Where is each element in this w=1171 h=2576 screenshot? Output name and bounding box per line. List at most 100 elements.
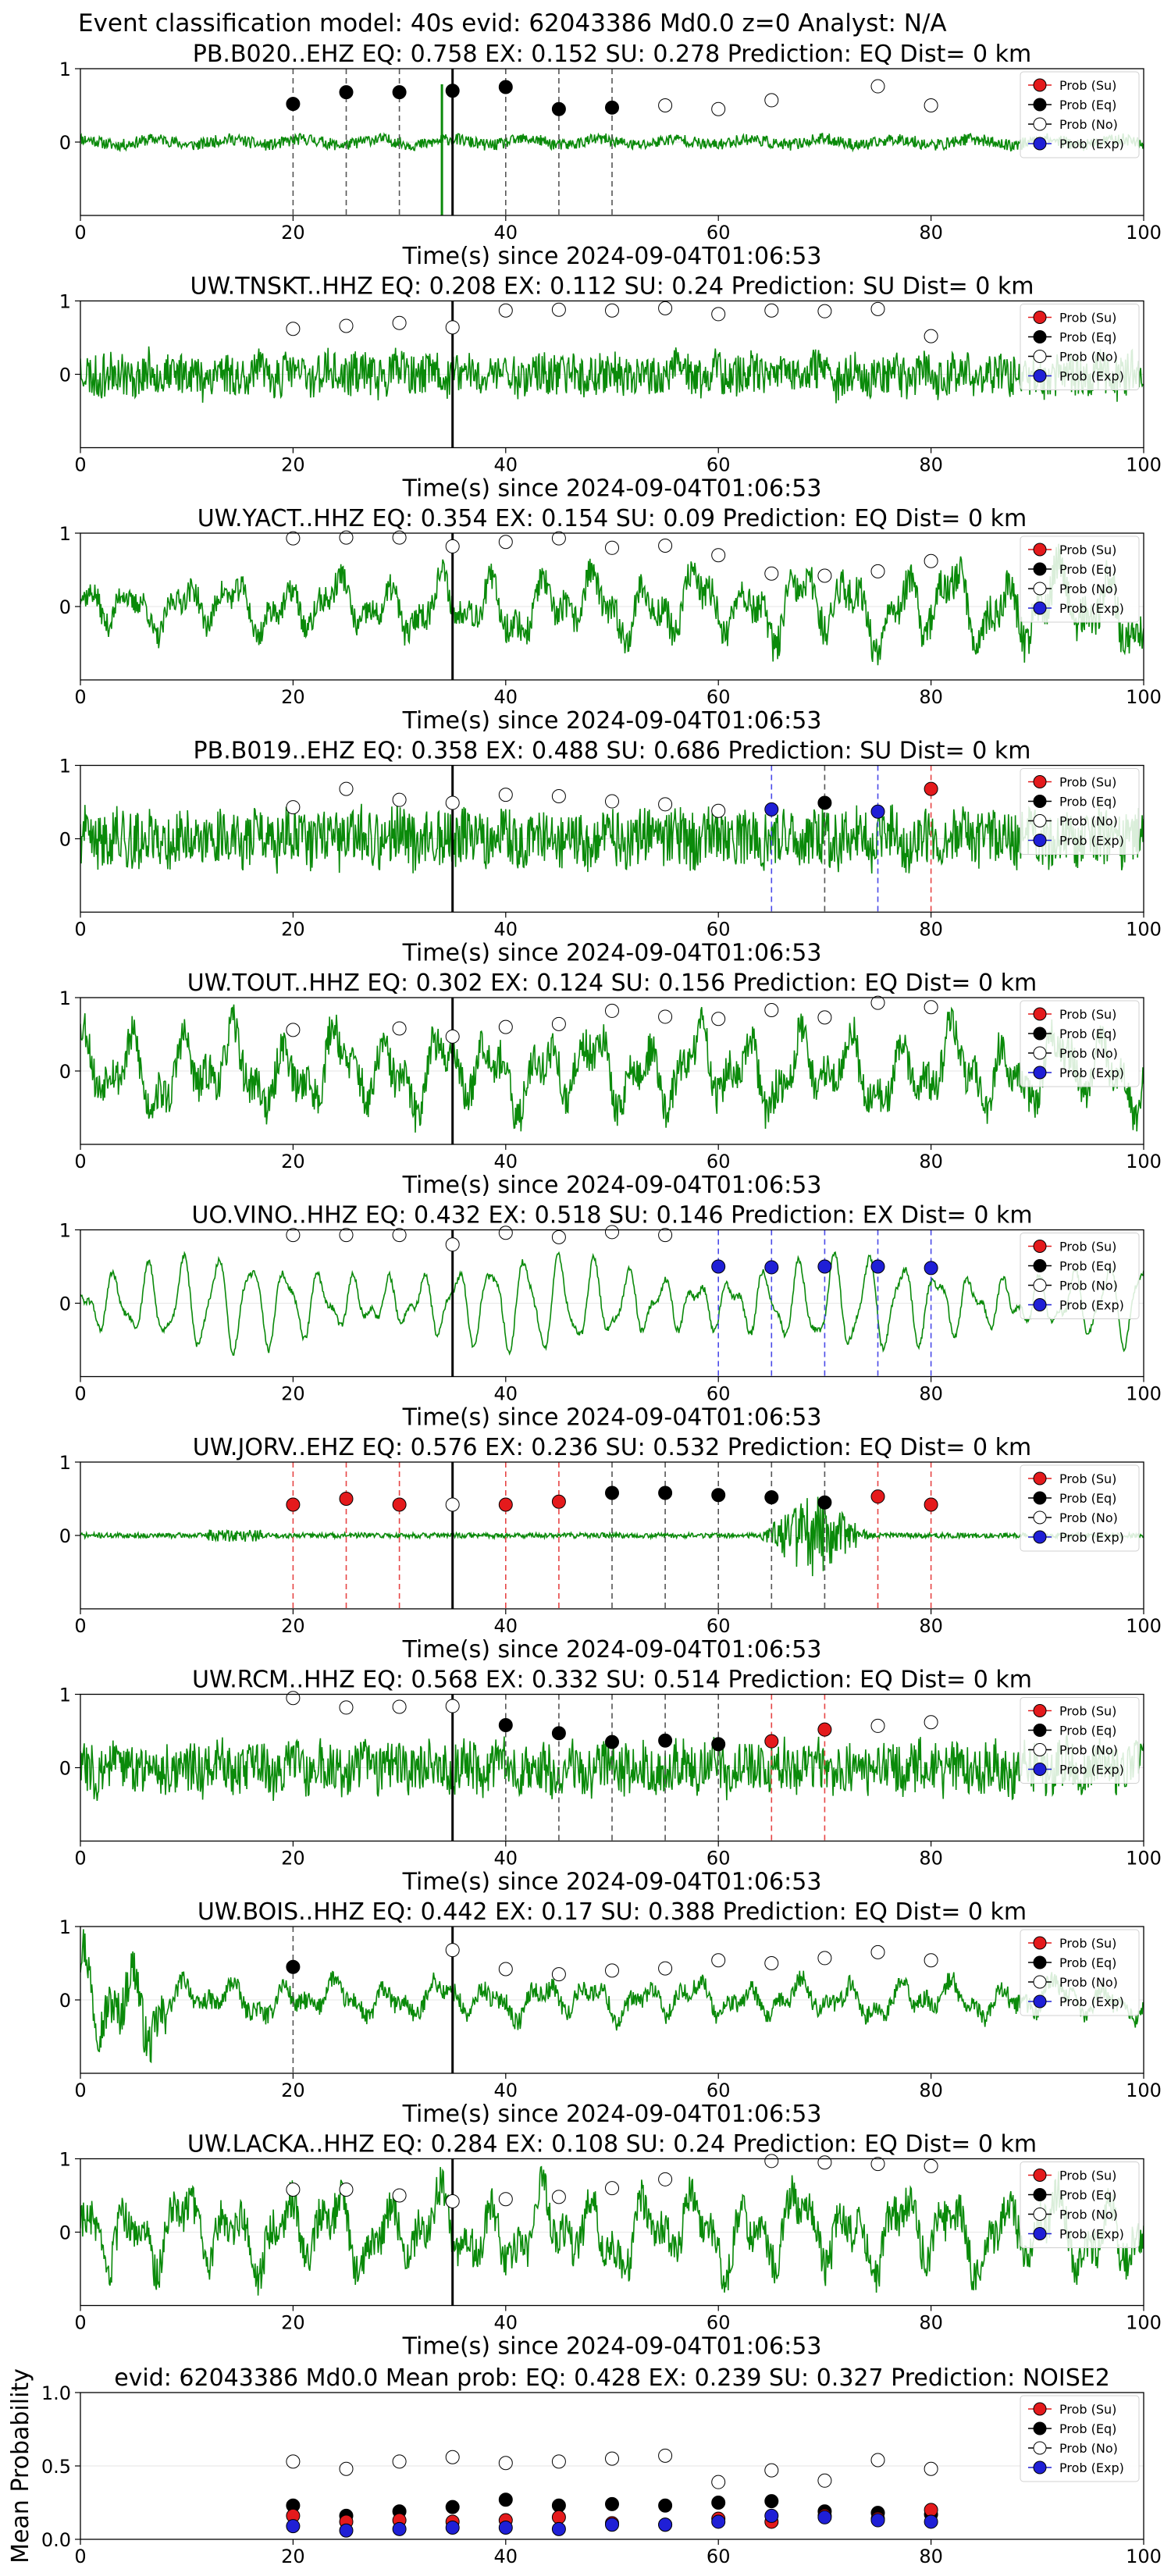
probability-point: [339, 530, 354, 545]
panel-title: UW.TNSKT..HHZ EQ: 0.208 EX: 0.112 SU: 0.…: [190, 273, 1034, 301]
panel-title: UW.JORV..EHZ EQ: 0.576 EX: 0.236 SU: 0.5…: [193, 1434, 1031, 1461]
probability-point: [339, 1492, 354, 1506]
mean-probability-point: [711, 2496, 726, 2510]
probability-point: [445, 1029, 460, 1044]
legend-label: Prob (Su): [1059, 2402, 1116, 2417]
probability-point: [551, 101, 566, 116]
probability-point: [870, 79, 885, 94]
legend-label: Prob (Eq): [1059, 2188, 1116, 2203]
probability-point: [445, 1699, 460, 1713]
probability-point: [286, 800, 301, 815]
probability-point: [605, 1003, 619, 1018]
x-tick-label: 0: [74, 222, 86, 244]
probability-point: [445, 795, 460, 810]
x-tick-label: 40: [494, 222, 518, 244]
legend-marker: [1033, 2441, 1047, 2455]
probability-point: [817, 568, 832, 583]
x-axis-label: Time(s) since 2024-09-04T01:06:53: [402, 243, 822, 270]
probability-point: [817, 1010, 832, 1025]
mean-probability-point: [445, 2500, 460, 2514]
x-tick-label: 40: [494, 1848, 518, 1870]
y-tick-label: 0.0: [41, 2529, 71, 2551]
y-tick-label: 0: [59, 1990, 71, 2012]
probability-point: [711, 1488, 726, 1503]
probability-point: [551, 531, 566, 546]
probability-point: [498, 1019, 513, 1034]
probability-point: [870, 995, 885, 1010]
x-tick-label: 100: [1126, 2546, 1162, 2567]
x-tick-label: 60: [707, 2546, 731, 2567]
waveform-panel: UW.RCM..HHZ EQ: 0.568 EX: 0.332 SU: 0.51…: [59, 1667, 1162, 1896]
x-tick-label: 60: [707, 1151, 731, 1172]
legend-label: Prob (Eq): [1059, 330, 1116, 345]
mean-probability-point: [551, 2498, 566, 2513]
x-tick-label: 100: [1126, 222, 1162, 244]
mean-probability-point: [658, 2498, 673, 2513]
legend-marker: [1033, 601, 1047, 615]
legend-box: [1020, 2395, 1140, 2482]
x-tick-label: 0: [74, 919, 86, 941]
x-tick-label: 60: [707, 1615, 731, 1637]
x-tick-label: 40: [494, 919, 518, 941]
probability-point: [870, 1489, 885, 1504]
legend-marker: [1033, 1994, 1047, 2008]
y-tick-label: 1: [59, 1685, 71, 1706]
legend-label: Prob (No): [1059, 1743, 1118, 1758]
x-tick-label: 80: [919, 1383, 943, 1405]
legend-label: Prob (Eq): [1059, 98, 1116, 112]
probability-point: [924, 553, 938, 568]
probability-point: [551, 1726, 566, 1741]
mean-probability-point: [286, 2519, 301, 2534]
mean-probability-point: [551, 2521, 566, 2536]
legend-marker: [1033, 775, 1047, 788]
legend-marker: [1033, 2460, 1047, 2475]
mean-probability-point: [711, 2475, 726, 2489]
x-tick-label: 20: [281, 919, 305, 941]
probability-point: [392, 792, 407, 807]
probability-point: [392, 1699, 407, 1714]
x-tick-label: 20: [281, 1615, 305, 1637]
x-tick-label: 20: [281, 2312, 305, 2334]
mean-probability-panel: evid: 62043386 Md0.0 Mean prob: EQ: 0.42…: [7, 2364, 1162, 2567]
legend-box: [1020, 1929, 1140, 2016]
waveform-panel: UW.LACKA..HHZ EQ: 0.284 EX: 0.108 SU: 0.…: [59, 2131, 1162, 2361]
probability-point: [658, 1009, 673, 1024]
y-tick-label: 1: [59, 756, 71, 777]
mean-probability-point: [817, 2473, 832, 2488]
probability-point: [817, 2155, 832, 2170]
probability-point: [924, 1000, 938, 1015]
x-tick-label: 60: [707, 919, 731, 941]
probability-point: [286, 1023, 301, 1037]
x-tick-label: 60: [707, 2080, 731, 2101]
legend-label: Prob (Eq): [1059, 2421, 1116, 2436]
probability-point: [924, 781, 938, 796]
x-tick-label: 100: [1126, 686, 1162, 708]
y-tick-label: 1: [59, 523, 71, 545]
probability-point: [445, 539, 460, 553]
legend-marker: [1033, 1530, 1047, 1544]
mean-probability-point: [392, 2521, 407, 2536]
y-tick-label: 1: [59, 1220, 71, 1242]
probability-point: [445, 1237, 460, 1252]
legend-marker: [1033, 2208, 1047, 2221]
waveform-panel: PB.B020..EHZ EQ: 0.758 EX: 0.152 SU: 0.2…: [59, 41, 1162, 270]
y-tick-label: 0: [59, 2222, 71, 2244]
x-tick-label: 80: [919, 1151, 943, 1172]
y-tick-label: 0: [59, 1293, 71, 1315]
probability-point: [658, 98, 673, 112]
panel-title: UW.TOUT..HHZ EQ: 0.302 EX: 0.124 SU: 0.1…: [187, 970, 1037, 997]
legend-label: Prob (Eq): [1059, 1955, 1116, 1970]
legend-marker: [1033, 1510, 1047, 1525]
legend-label: Prob (Eq): [1059, 1026, 1116, 1041]
panel-title: PB.B020..EHZ EQ: 0.758 EX: 0.152 SU: 0.2…: [193, 41, 1032, 68]
mean-probability-point: [605, 2451, 619, 2466]
probability-point: [658, 1485, 673, 1500]
mean-probability-point: [764, 2494, 779, 2509]
x-tick-label: 100: [1126, 2312, 1162, 2334]
legend-label: Prob (Su): [1059, 1704, 1116, 1719]
waveform-trace: [80, 800, 1144, 874]
legend-box: [1020, 1464, 1140, 1552]
probability-point: [445, 1497, 460, 1512]
x-tick-label: 100: [1126, 1615, 1162, 1637]
